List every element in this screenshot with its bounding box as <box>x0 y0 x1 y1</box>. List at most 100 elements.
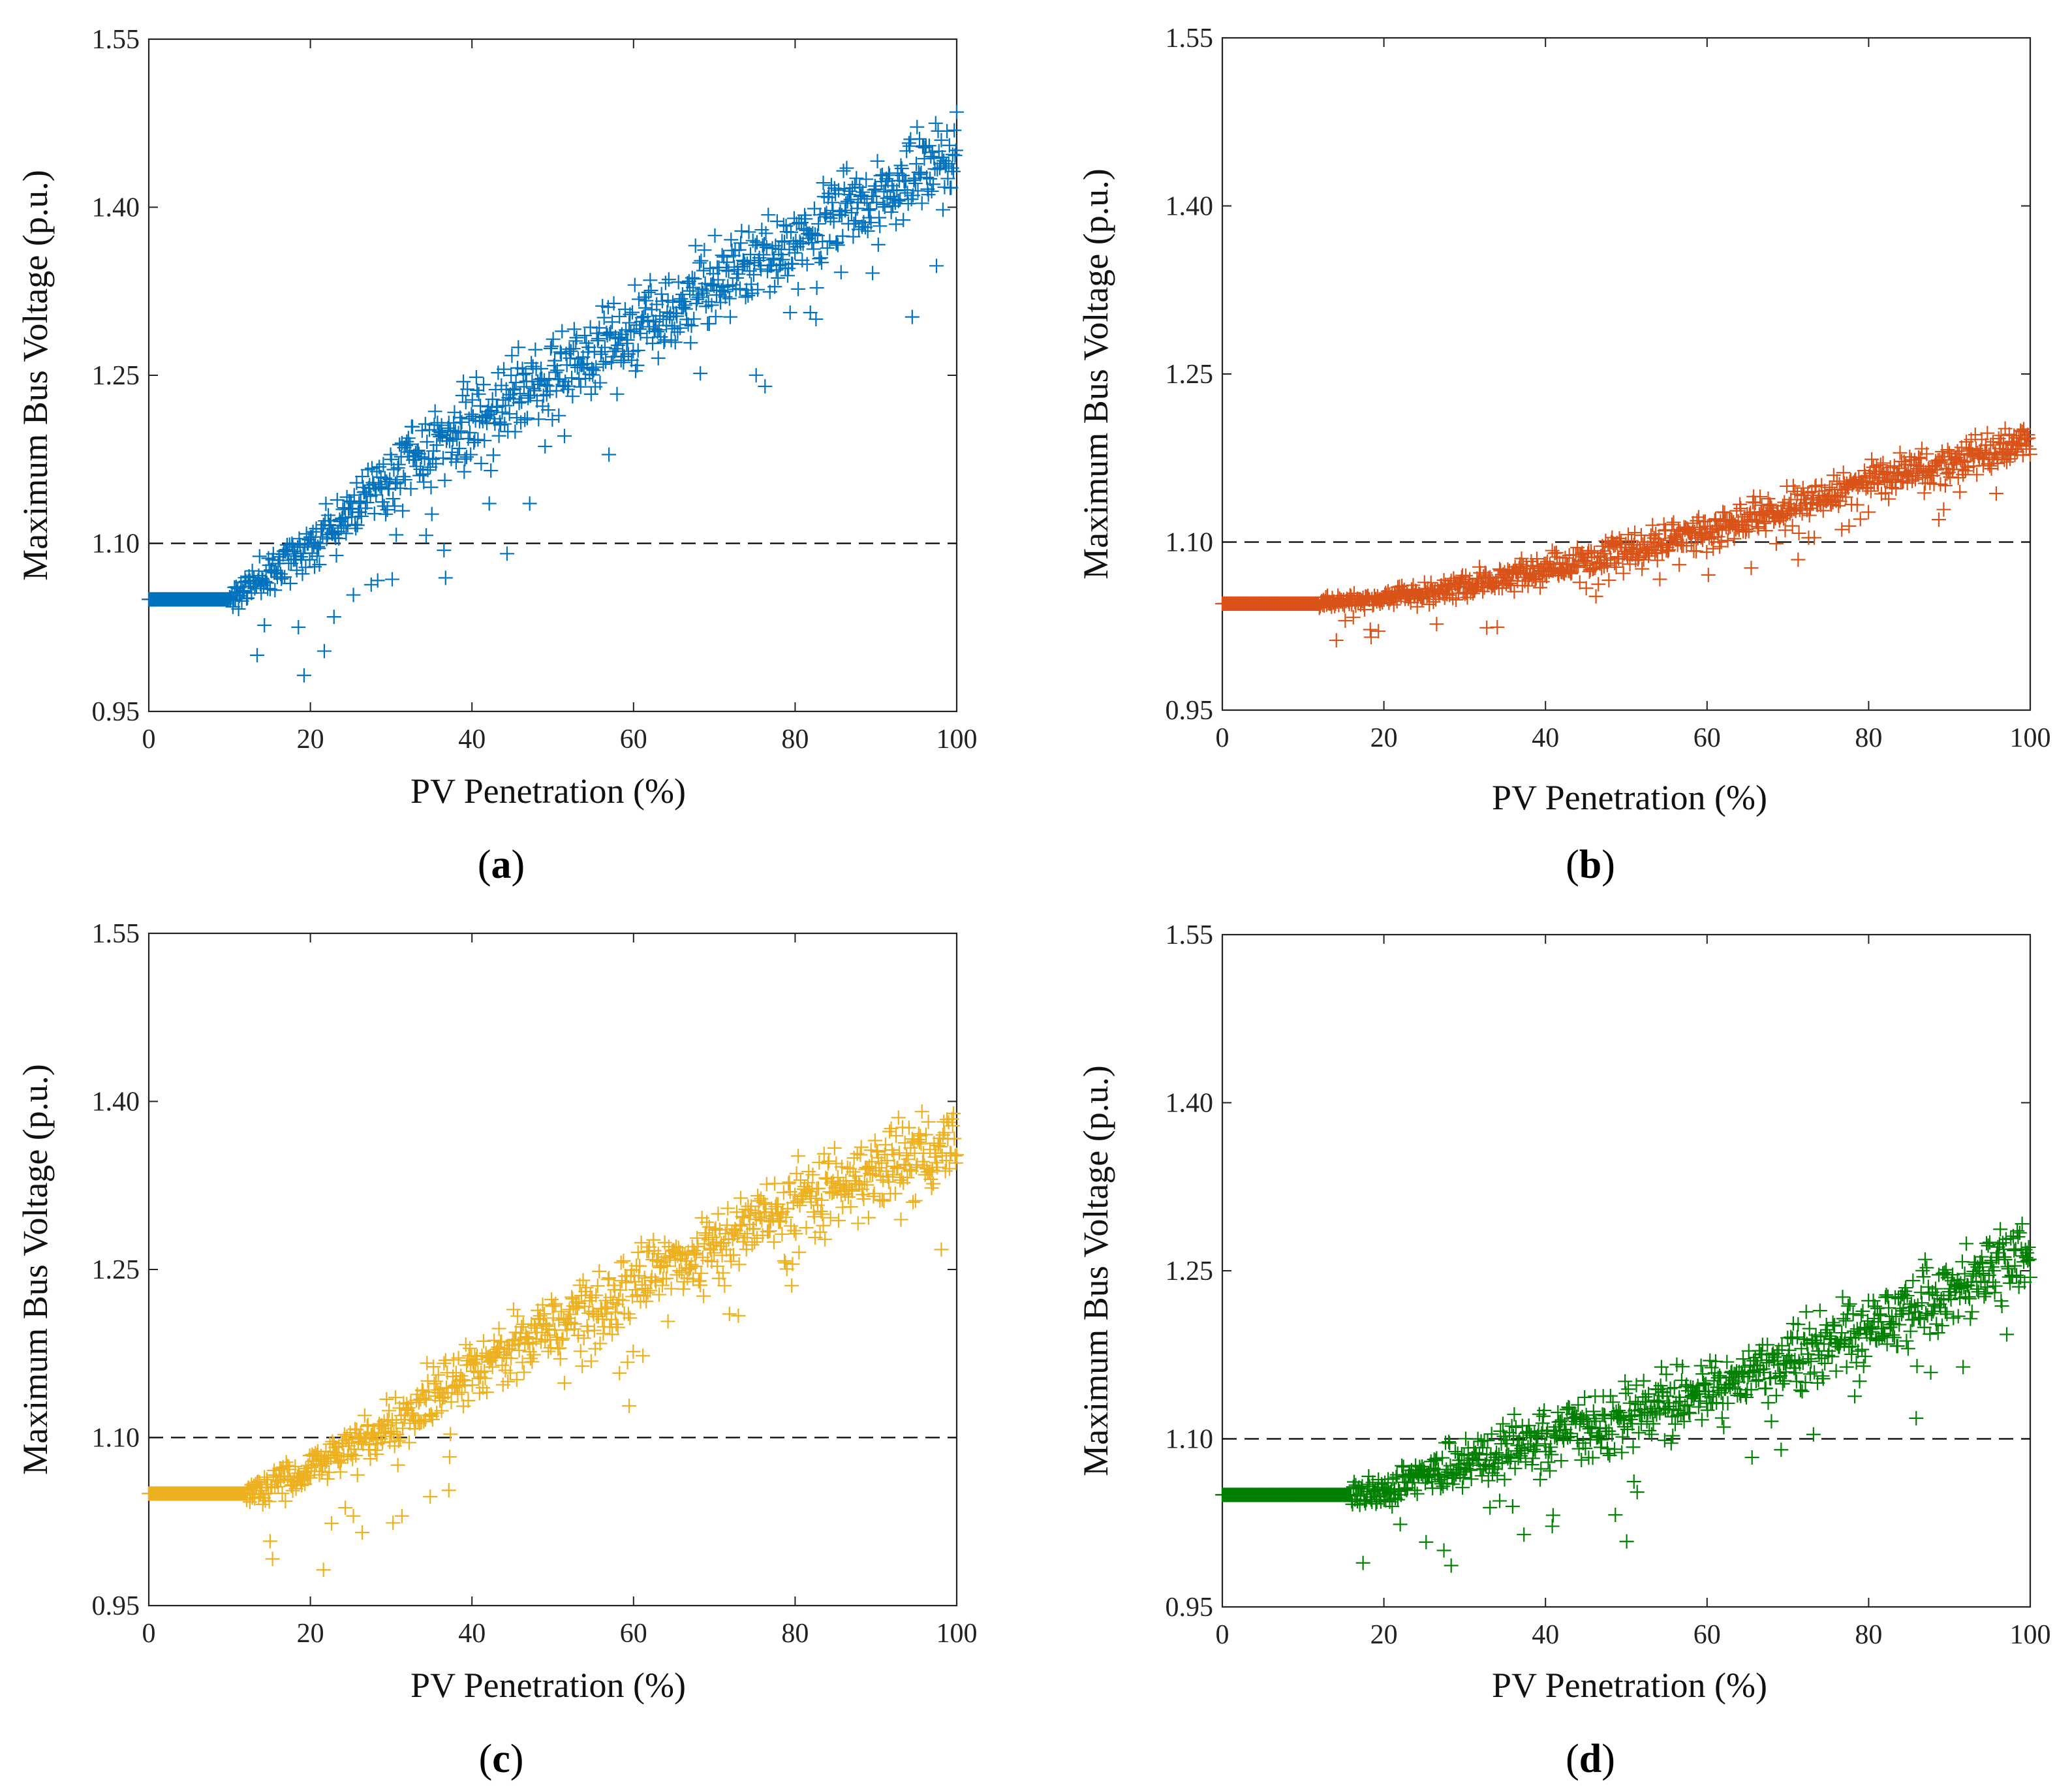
data-point <box>1923 475 1938 490</box>
data-point <box>387 499 402 514</box>
data-point <box>1733 1386 1748 1401</box>
data-point <box>348 1448 363 1463</box>
data-point <box>925 145 940 160</box>
data-point <box>1639 1414 1654 1429</box>
data-point <box>901 1120 916 1135</box>
data-point <box>1361 1469 1376 1484</box>
data-point <box>1574 1452 1589 1467</box>
data-point <box>1611 1403 1626 1418</box>
data-point <box>536 1307 551 1322</box>
data-point <box>1357 602 1372 617</box>
data-point <box>465 1378 480 1393</box>
data-point <box>1657 523 1672 538</box>
data-point <box>805 235 820 250</box>
data-point <box>1910 1298 1925 1313</box>
data-point <box>909 156 924 171</box>
data-point <box>749 1230 764 1245</box>
data-point <box>1398 1482 1413 1497</box>
data-point <box>848 1168 863 1183</box>
data-point <box>815 1207 830 1222</box>
data-point <box>391 1433 406 1448</box>
data-point <box>1826 468 1841 483</box>
data-point <box>661 272 676 287</box>
data-point <box>670 324 685 339</box>
data-point <box>1974 432 1989 447</box>
data-point <box>598 354 613 369</box>
data-point <box>277 570 292 585</box>
data-point <box>608 1305 623 1320</box>
x-tick-label: 60 <box>620 724 647 754</box>
data-point <box>829 1184 844 1199</box>
data-point <box>1427 1452 1442 1467</box>
data-point <box>410 444 425 459</box>
data-point <box>451 1350 466 1365</box>
data-point <box>797 208 812 223</box>
data-point <box>1720 533 1735 548</box>
data-point <box>1876 456 1891 471</box>
data-point <box>910 183 925 198</box>
data-point <box>1432 1469 1447 1484</box>
data-point <box>643 1283 658 1298</box>
data-point <box>1423 575 1438 590</box>
data-point <box>867 1186 882 1201</box>
data-point <box>564 371 580 386</box>
data-point <box>534 361 549 376</box>
data-point <box>930 162 945 177</box>
data-point <box>779 1210 794 1225</box>
data-point <box>636 309 651 324</box>
data-point <box>1511 1433 1526 1448</box>
data-point <box>948 143 963 158</box>
data-point <box>1869 1333 1884 1348</box>
data-point <box>634 1277 649 1292</box>
data-point <box>610 386 625 401</box>
data-point <box>1598 1408 1613 1423</box>
data-point <box>504 1351 519 1366</box>
data-point <box>355 469 370 484</box>
data-point <box>616 1253 631 1268</box>
data-point <box>1576 553 1591 568</box>
data-point <box>1545 1508 1560 1523</box>
data-point <box>474 456 489 471</box>
data-point <box>800 1175 815 1190</box>
data-point <box>1900 1341 1915 1356</box>
data-point <box>1960 1278 1975 1293</box>
data-point <box>686 280 701 295</box>
data-point <box>1985 1275 2000 1290</box>
data-point <box>1653 1378 1668 1393</box>
data-point <box>940 123 955 138</box>
data-point <box>502 407 517 422</box>
data-point <box>395 503 410 518</box>
data-point <box>702 316 717 331</box>
data-point <box>2007 1258 2022 1273</box>
data-point <box>1699 1377 1714 1392</box>
data-point <box>785 1256 800 1271</box>
data-point <box>1645 518 1660 533</box>
data-point <box>1621 527 1636 542</box>
data-point <box>1953 484 1968 499</box>
data-point <box>1716 1420 1731 1435</box>
data-point <box>2000 454 2015 469</box>
data-point <box>491 1321 506 1336</box>
data-point <box>876 1194 891 1209</box>
data-point <box>338 1501 353 1516</box>
data-point <box>743 247 758 262</box>
data-point <box>1470 1431 1485 1446</box>
data-point <box>1601 573 1616 588</box>
data-point <box>1650 553 1665 568</box>
data-point <box>914 1104 929 1119</box>
data-point <box>1635 561 1650 576</box>
data-point <box>1961 1290 1976 1305</box>
data-point <box>887 1159 902 1174</box>
data-point <box>390 460 405 475</box>
data-point <box>525 1354 540 1369</box>
data-point <box>512 386 527 401</box>
data-point <box>225 599 240 614</box>
data-point <box>308 1446 323 1461</box>
data-point <box>426 444 441 459</box>
data-point <box>1618 537 1633 552</box>
data-point <box>1503 576 1518 591</box>
data-point <box>1540 554 1555 569</box>
data-point <box>1704 531 1719 546</box>
data-point <box>695 286 710 301</box>
data-point <box>257 618 272 633</box>
